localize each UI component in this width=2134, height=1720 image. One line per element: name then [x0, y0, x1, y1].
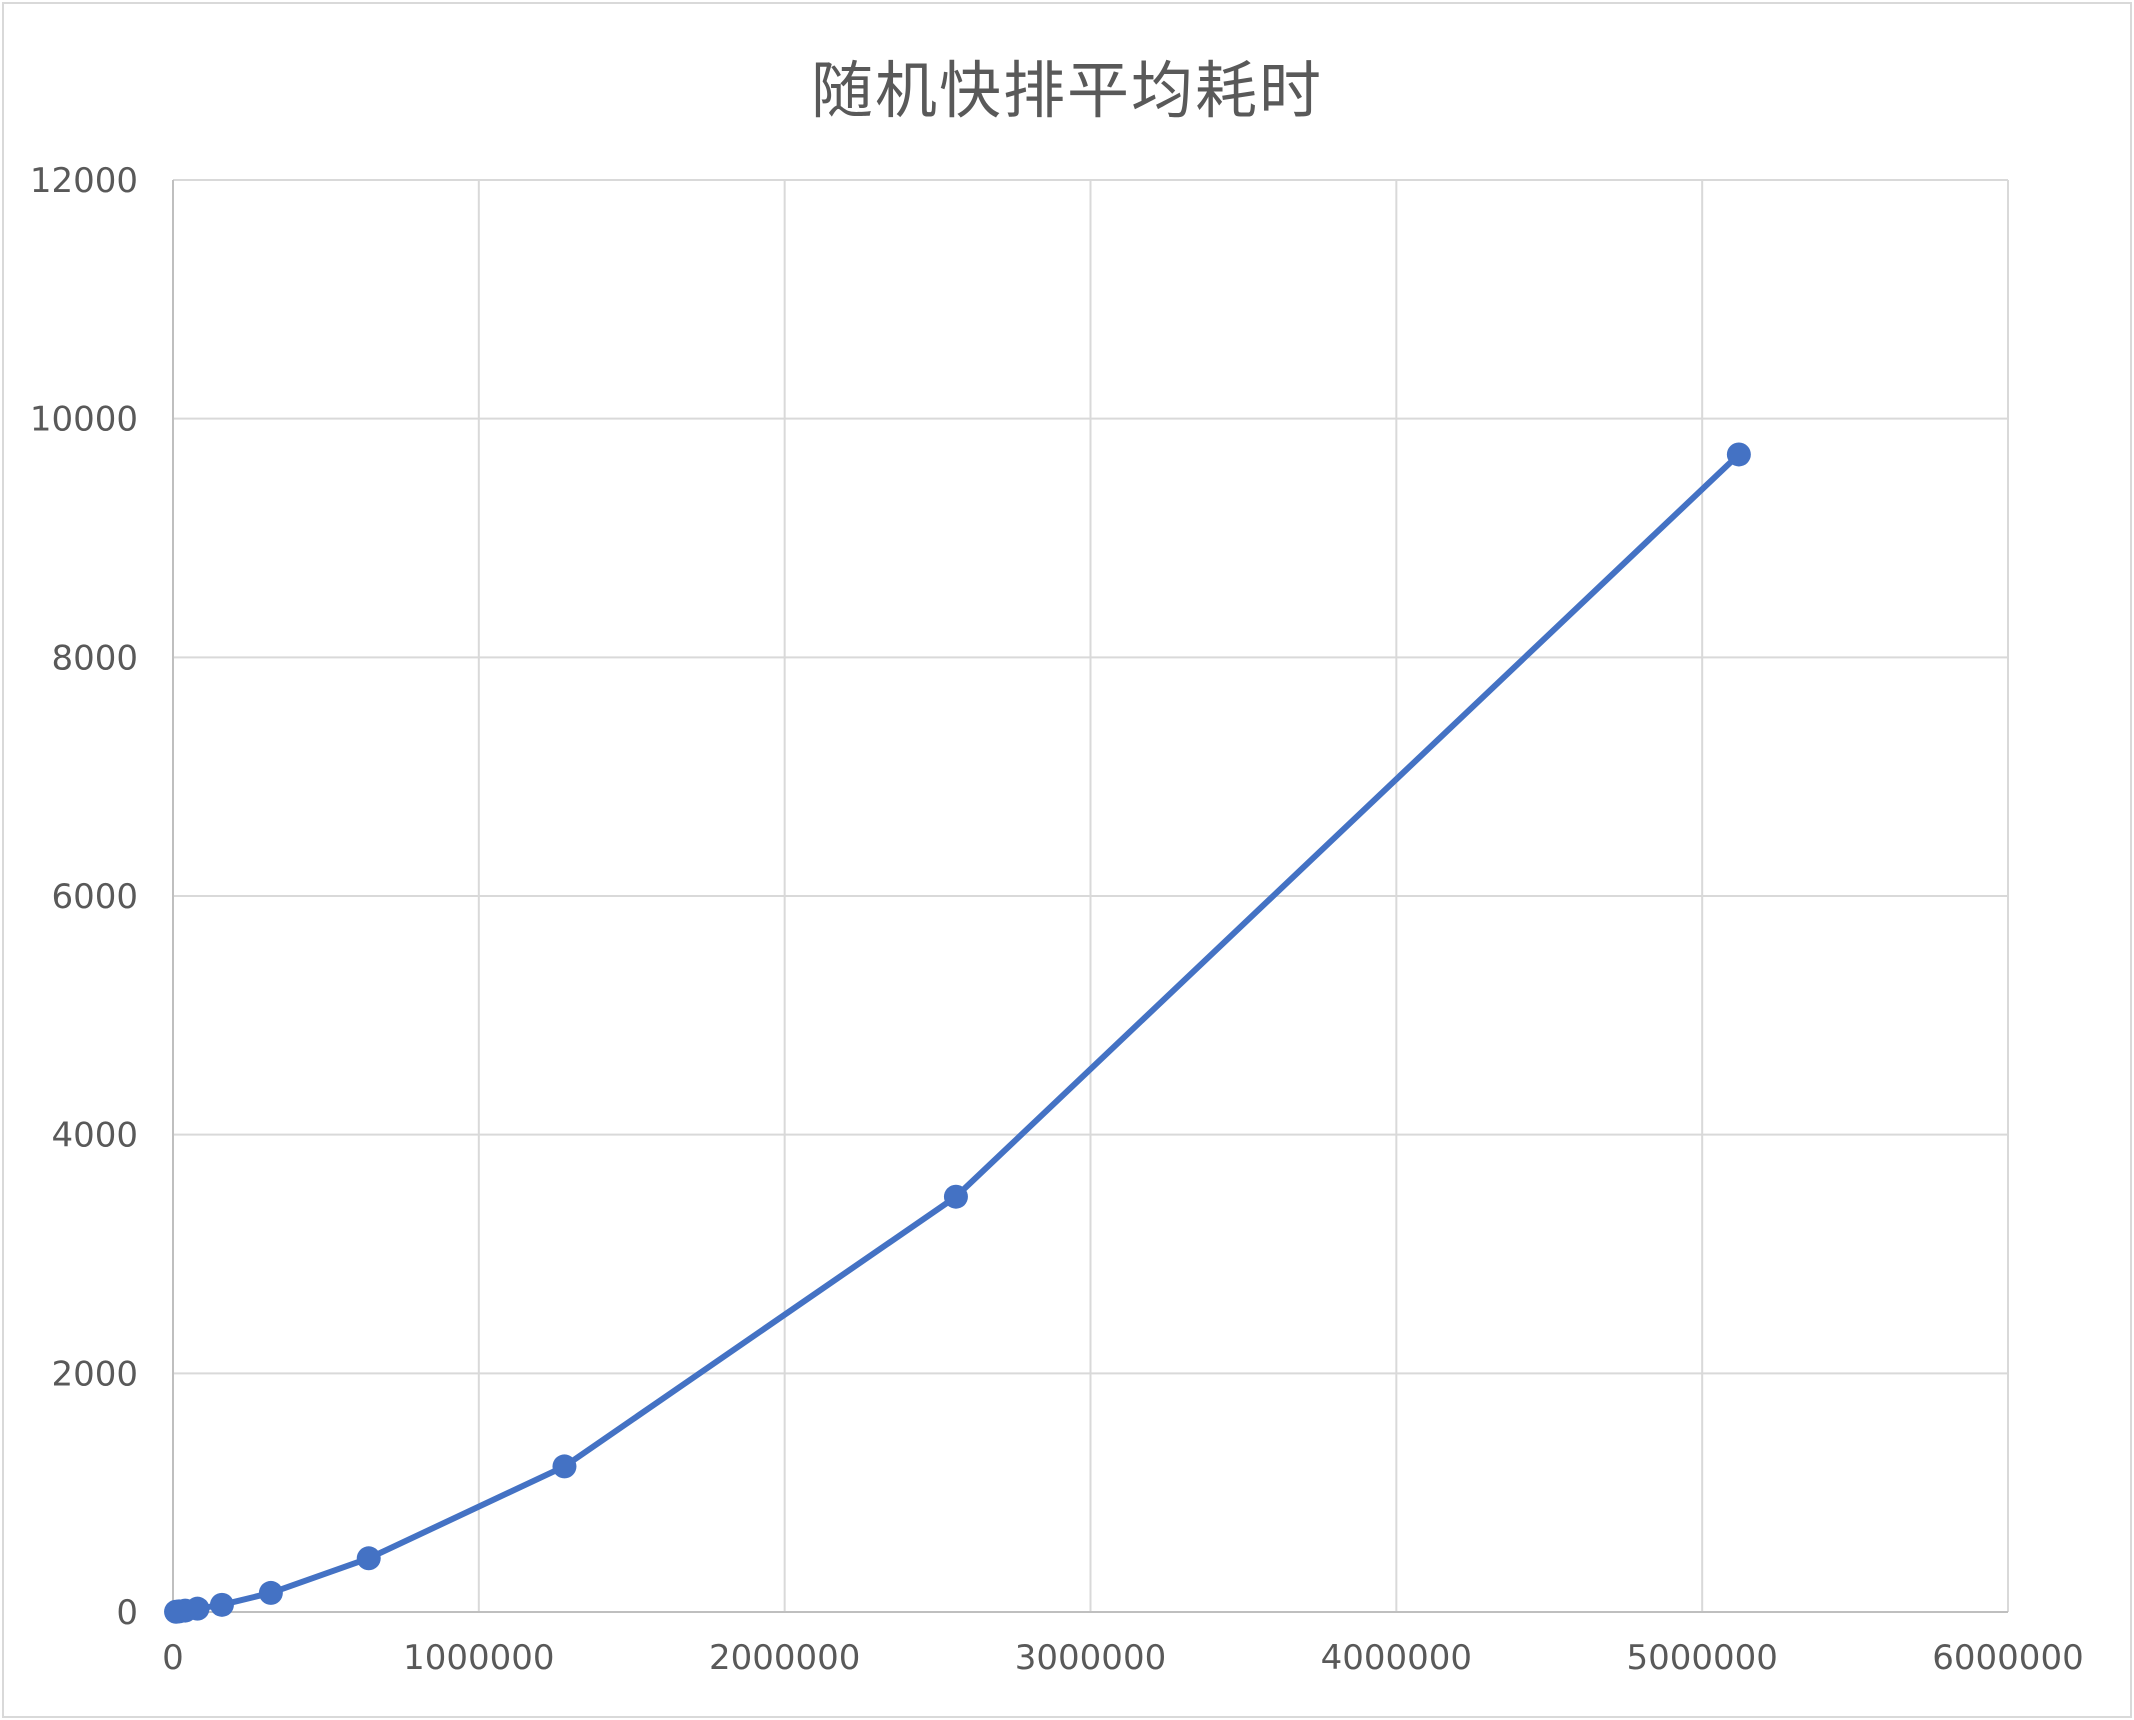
data-point: [1726, 442, 1751, 467]
x-tick-label: 2000000: [709, 1638, 860, 1678]
data-point: [258, 1580, 283, 1605]
x-tick-label: 5000000: [1626, 1638, 1777, 1678]
y-tick-label: 12000: [30, 161, 138, 201]
grid-layer: [173, 179, 2009, 1612]
y-tick-label: 2000: [51, 1354, 138, 1394]
x-tick-label: 4000000: [1321, 1638, 1472, 1678]
series-line: [173, 451, 1742, 1615]
x-tick-label: 3000000: [1015, 1638, 1166, 1678]
series-layer: [164, 442, 1751, 1624]
x-tick-label: 1000000: [403, 1638, 554, 1678]
y-tick-label: 0: [116, 1593, 138, 1633]
data-point: [552, 1454, 577, 1479]
data-point: [185, 1596, 210, 1621]
data-point: [356, 1546, 381, 1571]
data-point: [943, 1184, 968, 1209]
data-point: [209, 1592, 234, 1617]
x-tick-label: 0: [162, 1638, 184, 1678]
y-tick-label: 4000: [51, 1116, 138, 1156]
x-tick-label: 6000000: [1932, 1638, 2083, 1678]
y-tick-label: 8000: [51, 638, 138, 678]
y-tick-label: 10000: [30, 400, 138, 440]
chart-title: 随机快排平均耗时: [810, 54, 1323, 127]
y-tick-label: 6000: [51, 877, 138, 917]
tick-layer: 0 2000 4000 6000 8000 10000 12000 0 1000000 20000…: [30, 161, 2084, 1678]
axis-layer: [172, 180, 2008, 1613]
